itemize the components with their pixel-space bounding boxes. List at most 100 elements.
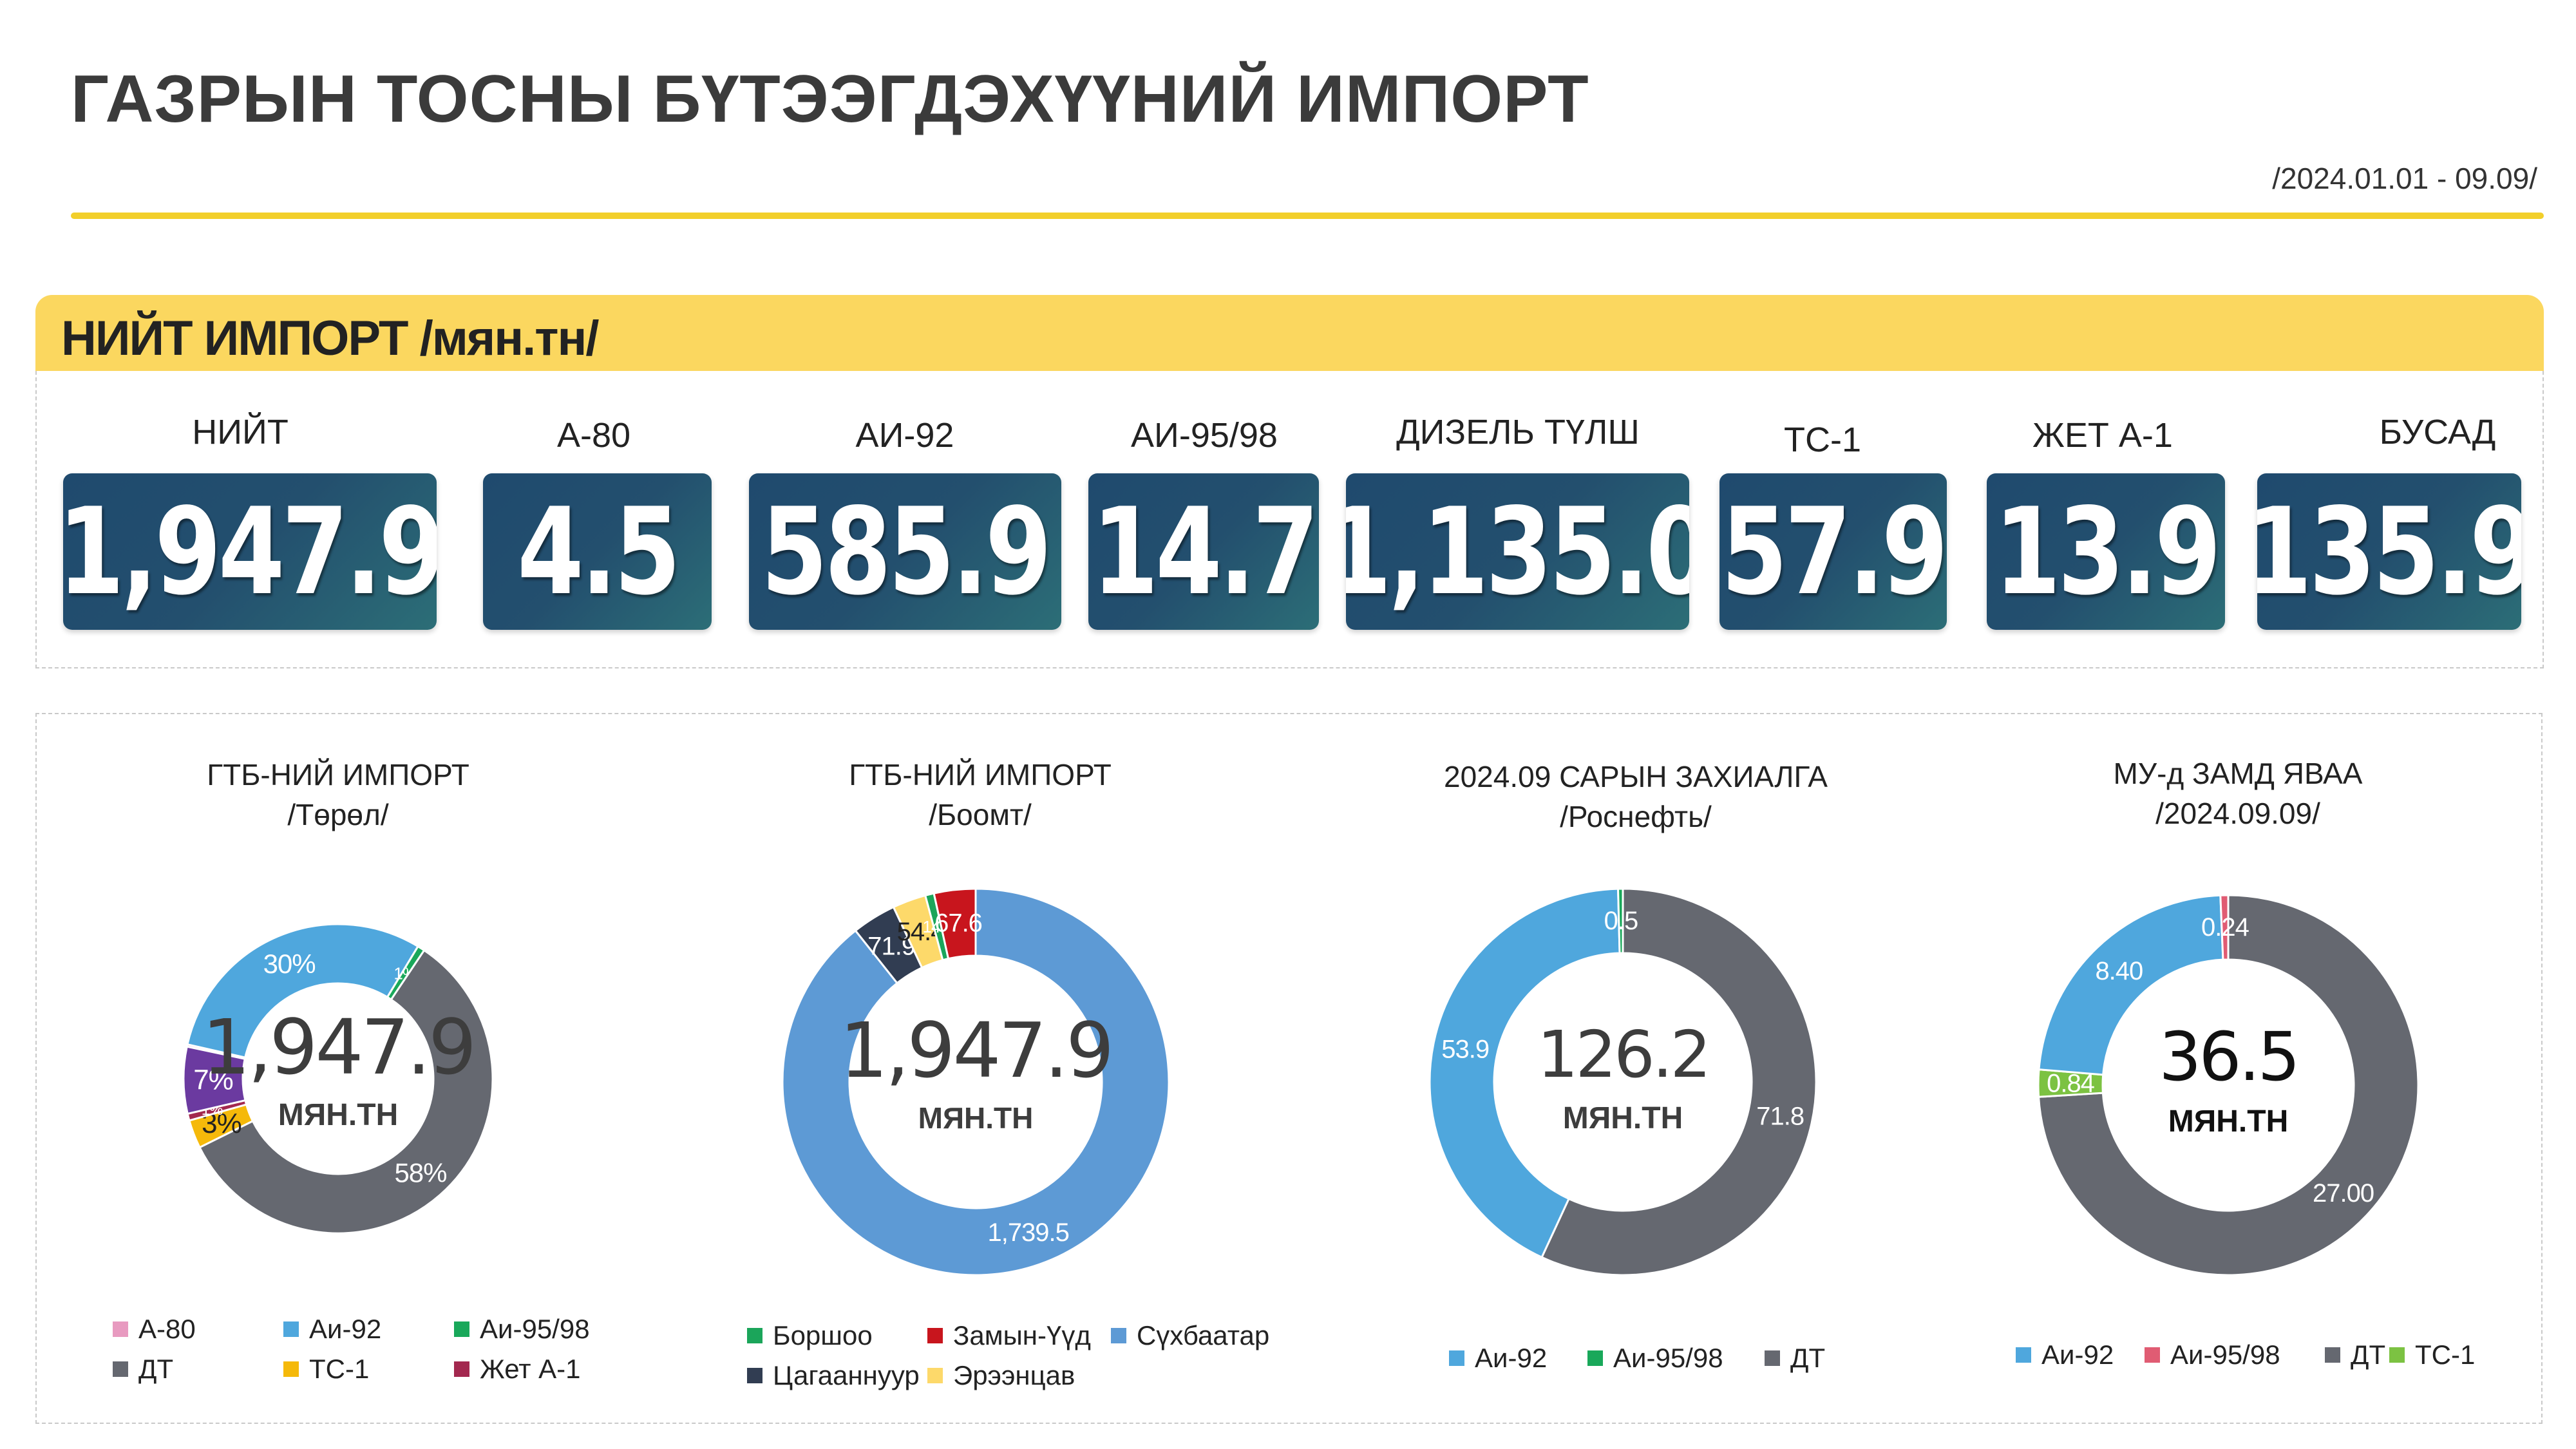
legend-swatch xyxy=(113,1321,128,1337)
legend-item: ТС-1 xyxy=(283,1354,369,1385)
donut-slice xyxy=(2038,894,2224,1076)
legend-item: А-80 xyxy=(113,1314,196,1345)
legend-item: Аи-95/98 xyxy=(2145,1340,2280,1370)
donut-slice xyxy=(1428,887,1621,1259)
legend-item: Боршоо xyxy=(747,1320,873,1351)
kpi-value-ai95: 14.7 xyxy=(1092,482,1319,621)
legend-swatch xyxy=(927,1368,943,1383)
date-range: /2024.01.01 - 09.09/ xyxy=(2272,162,2537,195)
legend-item: Эрээнцав xyxy=(927,1360,1075,1391)
kpi-box-a80: 4.5 xyxy=(483,473,712,630)
kpi-label-other: БУСАД xyxy=(2379,413,2496,451)
donut-slice xyxy=(1616,887,1624,954)
legend-label: Замын-Үүд xyxy=(953,1320,1091,1350)
donut-center-value: 126.2 xyxy=(1537,1017,1709,1092)
kpi-box-total: 1,947.9 xyxy=(63,473,437,630)
legend-swatch xyxy=(2016,1347,2031,1363)
donut-slice xyxy=(182,1045,247,1115)
legend-item: Аи-92 xyxy=(1449,1343,1547,1374)
total-import-header: НИЙТ ИМПОРТ /мян.тн/ xyxy=(35,295,2544,371)
donut-center-value: 1,947.9 xyxy=(202,1003,474,1092)
legend-swatch xyxy=(2389,1347,2405,1363)
donut-center-value: 36.5 xyxy=(2159,1018,2298,1096)
legend-item: ТС-1 xyxy=(2389,1340,2475,1370)
chart-title-port-line1: ГТБ-НИЙ ИМПОРТ xyxy=(849,758,1112,791)
chart-subtitle-type: /Төрөл/ xyxy=(287,798,389,831)
legend-label: ТС-1 xyxy=(2415,1340,2476,1370)
legend-swatch xyxy=(747,1328,762,1343)
legend-label: ДТ xyxy=(138,1354,174,1384)
kpi-label-a80: А-80 xyxy=(556,416,631,455)
kpi-label-ai92: АИ-92 xyxy=(855,416,954,455)
kpi-label-total: НИЙТ xyxy=(192,413,289,451)
chart-title-order-line1: 2024.09 САРЫН ЗАХИАЛГА xyxy=(1444,760,1828,793)
kpi-value-a80: 4.5 xyxy=(516,482,681,621)
slice-label: 27.00 xyxy=(2313,1179,2374,1208)
legend-label: Эрээнцав xyxy=(953,1360,1075,1390)
legend-label: Аи-92 xyxy=(2041,1340,2114,1370)
donut-slice xyxy=(781,887,1170,1276)
kpi-box-ai95: 14.7 xyxy=(1088,473,1319,630)
legend-swatch xyxy=(454,1321,469,1337)
chart-subtitle-order: /Роснефть/ xyxy=(1560,800,1712,833)
legend-swatch xyxy=(927,1328,943,1343)
kpi-value-other: 135.9 xyxy=(2257,482,2521,621)
donut-center-value: 1,947.9 xyxy=(840,1006,1112,1095)
legend-swatch xyxy=(283,1361,299,1377)
legend-item: Аи-95/98 xyxy=(1587,1343,1723,1374)
kpi-box-ts1: 57.9 xyxy=(1719,473,1947,630)
kpi-value-diesel: 1,135.0 xyxy=(1346,482,1689,621)
chart-subtitle-port: /Боомт/ xyxy=(929,798,1032,831)
legend-item: ДТ xyxy=(2325,1340,2385,1370)
legend-label: ДТ xyxy=(2351,1340,2386,1370)
kpi-label-diesel: ДИЗЕЛЬ ТҮЛШ xyxy=(1396,413,1640,451)
legend-item: Сүхбаатар xyxy=(1111,1320,1269,1351)
total-import-header-text: НИЙТ ИМПОРТ /мян.тн/ xyxy=(61,311,600,366)
chart-subtitle-transit: /2024.09.09/ xyxy=(2155,797,2320,830)
total-import-body xyxy=(35,371,2544,668)
slice-label: 7% xyxy=(193,1064,233,1095)
legend-item: ДТ xyxy=(1765,1343,1825,1374)
chart-title-order: 2024.09 САРЫН ЗАХИАЛГА /Роснефть/ xyxy=(1444,757,1828,837)
legend-label: ТС-1 xyxy=(309,1354,370,1384)
donut-slice xyxy=(933,887,977,960)
legend-swatch xyxy=(113,1361,128,1377)
chart-title-type: ГТБ-НИЙ ИМПОРТ /Төрөл/ xyxy=(207,755,469,835)
slice-label: 8.40 xyxy=(2095,957,2143,985)
donut-center-unit: МЯН.ТН xyxy=(278,1098,398,1132)
legend-label: А-80 xyxy=(138,1314,196,1344)
legend-label: Аи-95/98 xyxy=(1613,1343,1723,1373)
slice-label: 58% xyxy=(394,1157,446,1188)
legend-item: Жет А-1 xyxy=(454,1354,581,1385)
chart-title-transit-line1: МУ-д ЗАМД ЯВАА xyxy=(2113,757,2363,790)
legend-label: Аи-95/98 xyxy=(480,1314,590,1344)
slice-label: 1,739.5 xyxy=(987,1218,1068,1247)
legend-label: Аи-92 xyxy=(309,1314,382,1344)
kpi-value-ts1: 57.9 xyxy=(1721,482,1947,621)
slice-label: 30% xyxy=(263,949,316,979)
legend-swatch xyxy=(2145,1347,2160,1363)
donut-slice xyxy=(198,949,494,1235)
legend-swatch xyxy=(454,1361,469,1377)
kpi-box-jet: 13.9 xyxy=(1987,473,2225,630)
slice-label: 53.9 xyxy=(1441,1035,1489,1063)
kpi-value-ai92: 585.9 xyxy=(761,482,1052,621)
page-title: ГАЗРЫН ТОСНЫ БҮТЭЭГДЭХҮҮНИЙ ИМПОРТ xyxy=(71,62,1589,137)
legend-label: Цагааннуур xyxy=(773,1360,920,1390)
legend-swatch xyxy=(1449,1350,1464,1366)
donut-slice xyxy=(186,923,420,1059)
donut-chart-order: 71.8 53.9 0.5 126.2 МЯН.ТН xyxy=(1428,887,1817,1276)
kpi-label-jet: ЖЕТ А-1 xyxy=(2032,416,2173,455)
legend-item: Цагааннуур xyxy=(747,1360,920,1391)
kpi-label-ai95: АИ-95/98 xyxy=(1131,416,1278,455)
kpi-value-jet: 13.9 xyxy=(1994,482,2221,621)
donut-center-unit: МЯН.ТН xyxy=(1563,1101,1683,1135)
chart-title-type-line1: ГТБ-НИЙ ИМПОРТ xyxy=(207,758,469,791)
legend-label: ДТ xyxy=(1790,1343,1826,1373)
donut-slice xyxy=(2219,894,2230,961)
legend-item: Аи-92 xyxy=(283,1314,381,1345)
legend-swatch xyxy=(747,1368,762,1383)
charts-panel xyxy=(35,713,2543,1424)
